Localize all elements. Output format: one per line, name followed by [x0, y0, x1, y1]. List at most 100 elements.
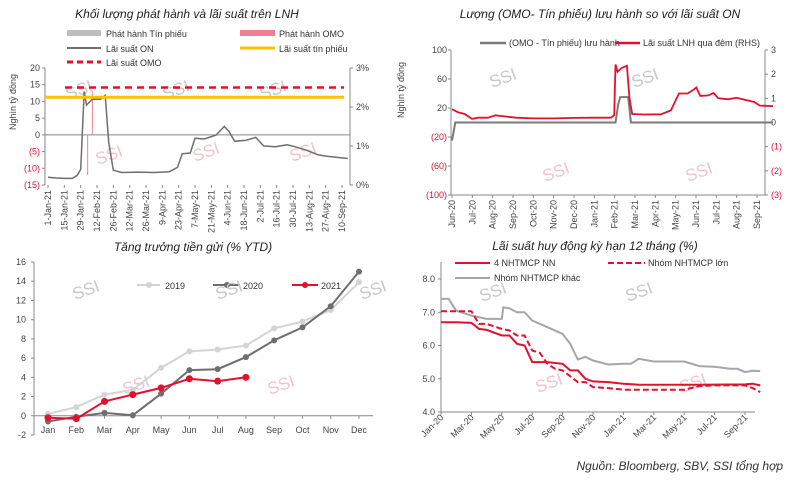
x-tick-label: 30-Jul-21: [288, 190, 298, 228]
y-tick-label: 10: [30, 96, 40, 106]
x-tick-label: Dec-20: [569, 200, 579, 229]
watermark: SSI: [213, 277, 245, 304]
y-tick-label: 60: [437, 74, 447, 84]
point-2020: [356, 268, 362, 275]
watermark: SSI: [160, 77, 192, 104]
x-tick-label: 23-Apr-21: [174, 190, 184, 230]
watermark: SSI: [287, 139, 319, 166]
y2-tick-label: 1%: [356, 141, 369, 151]
x-tick-label: Mar-21: [631, 412, 658, 439]
watermark: SSI: [357, 277, 389, 304]
x-tick-label: Jan-21: [601, 412, 628, 439]
point-2020: [299, 324, 306, 331]
point-2019: [73, 404, 80, 411]
y2-tick-label: 2%: [356, 102, 369, 112]
chart-deposit-growth: Tăng trưởng tiền gửi (% YTD) 2019 2020 2…: [16, 240, 389, 440]
point-2020: [327, 303, 334, 310]
y-tick-label: (15): [24, 180, 40, 190]
x-tick-label: 18-Jun-21: [239, 190, 249, 231]
point-2020: [158, 390, 165, 397]
legend-label: Phát hành OMO: [279, 29, 344, 39]
y2-tick-label: 1: [771, 93, 776, 103]
x-tick-label: Oct: [295, 425, 310, 435]
point-2021: [72, 415, 80, 423]
x-tick-label: Jan-21: [589, 200, 599, 228]
chart-12m-deposit-rate: Lãi suất huy động kỳ hạn 12 tháng (%) 4 …: [419, 239, 761, 441]
legend-label: 2021: [321, 281, 341, 291]
x-tick-label: May-21: [660, 412, 688, 440]
y-axis-label: Nghìn tỷ đồng: [8, 74, 18, 130]
y-tick-label: 6.0: [422, 341, 435, 351]
x-tick-label: Nov: [323, 425, 340, 435]
point-2019: [158, 364, 165, 371]
point-2019: [242, 342, 249, 349]
y-tick-label: -2: [18, 430, 26, 440]
x-tick-label: Nov-20: [570, 412, 598, 440]
y-axis-label: Nghìn tỷ đồng: [396, 62, 406, 118]
point-2020: [129, 412, 136, 419]
x-tick-label: 15-Jan-21: [59, 190, 69, 231]
x-tick-label: Feb: [69, 425, 85, 435]
x-tick-label: May-20: [478, 412, 506, 440]
y-tick-label: 0: [35, 130, 40, 140]
x-tick-label: Dec: [351, 425, 368, 435]
x-tick-label: 29-Jan-21: [76, 190, 86, 231]
x-tick-label: Mar: [97, 425, 113, 435]
watermark: SSI: [623, 279, 655, 306]
x-tick-label: 12-Mar-21: [125, 190, 135, 232]
legend-marker: [224, 282, 230, 288]
x-tick-label: Sep-20: [539, 412, 567, 440]
x-tick-label: Aug-21: [732, 200, 742, 229]
legend-label: Nhóm NHTMCP lớn: [648, 258, 728, 268]
point-2019: [356, 279, 362, 286]
y-tick-label: 20: [437, 103, 447, 113]
point-2021: [129, 391, 137, 399]
line-series-0: [441, 321, 761, 387]
point-2019: [186, 348, 193, 355]
watermark: SSI: [629, 65, 661, 92]
x-tick-label: Jun: [182, 425, 197, 435]
legend-label: Lãi suất ON: [106, 44, 154, 54]
x-tick-label: 2-Jul-21: [255, 190, 265, 223]
line-outstanding: [451, 96, 773, 141]
y-tick-label: 15: [30, 80, 40, 90]
x-tick-label: Apr: [126, 425, 140, 435]
watermark: SSI: [257, 77, 289, 104]
x-tick-label: Mar-20: [449, 412, 476, 439]
y2-tick-label: 3%: [356, 63, 369, 73]
point-2019: [299, 318, 306, 325]
legend-label: 4 NHTMCP NN: [494, 258, 555, 268]
line-series-2021: [47, 376, 247, 420]
source-note: Nguồn: Bloomberg, SBV, SSI tổng hợp: [577, 459, 784, 473]
y-tick-label: 0: [21, 411, 26, 421]
legend-label: 2019: [165, 281, 185, 291]
legend-label: 2020: [243, 281, 263, 291]
point-2021: [242, 373, 250, 381]
y-tick-label: 4: [21, 372, 26, 382]
point-2021: [214, 377, 222, 385]
legend-label: Lãi suất tín phiếu: [279, 44, 348, 54]
watermark: SSI: [63, 77, 95, 104]
line-on-rate: [451, 64, 774, 120]
watermark: SSI: [540, 159, 572, 186]
legend-label: (OMO - Tín phiếu) lưu hành: [509, 38, 620, 48]
x-tick-label: 26-Feb-21: [108, 190, 118, 232]
line-series-2: [441, 297, 761, 374]
x-tick-label: Jul-20: [512, 412, 536, 436]
y-tick-label: (60): [431, 161, 447, 171]
chart-title: Lãi suất huy động kỳ hạn 12 tháng (%): [492, 239, 697, 253]
x-tick-label: 9-Apr-21: [157, 190, 167, 225]
x-tick-label: May-21: [671, 200, 681, 230]
x-tick-label: 21-May-21: [206, 190, 216, 233]
point-2020: [186, 367, 193, 374]
line-series-1: [441, 310, 761, 393]
point-2020: [242, 354, 249, 361]
y-tick-label: 100: [432, 45, 447, 55]
y-tick-label: 16: [16, 257, 26, 267]
legend-label: Nhóm NHTMCP khác: [494, 273, 581, 283]
y-tick-label: 4.0: [422, 407, 435, 417]
x-tick-label: Jul-21: [695, 412, 719, 436]
x-tick-label: 13-Aug-21: [304, 190, 314, 232]
legend-label: Lãi suất OMO: [106, 58, 162, 68]
